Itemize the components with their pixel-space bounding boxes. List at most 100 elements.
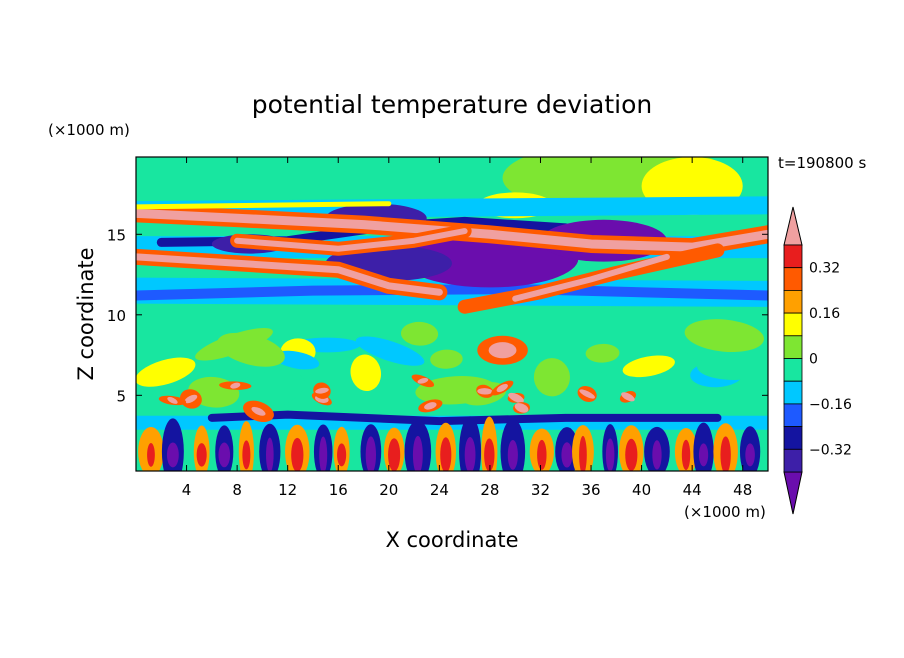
colorbar-bin — [783, 426, 803, 450]
colorbar-label: −0.16 — [809, 397, 852, 413]
colorbar-bin — [783, 380, 803, 405]
field-patch — [230, 382, 241, 389]
field-patch — [561, 442, 573, 468]
colorbar-bin — [783, 267, 803, 291]
field-patch — [698, 443, 709, 467]
colorbar-bin — [783, 335, 803, 359]
field-patch — [537, 439, 547, 470]
x-tick-label: 28 — [480, 481, 499, 499]
colorbar-label: 0.32 — [809, 261, 840, 277]
chart-title: potential temperature deviation — [252, 90, 652, 119]
field-patch — [388, 438, 401, 471]
contour-field — [136, 157, 768, 471]
field-patch — [291, 437, 304, 471]
field-band — [136, 208, 768, 252]
field-patch — [412, 435, 423, 471]
colorbar-bin — [783, 403, 803, 427]
field-patch — [585, 343, 620, 363]
colorbar-bin — [783, 448, 803, 473]
field-band — [136, 201, 392, 210]
field-patch — [605, 438, 615, 471]
colorbar-min-triangle — [783, 471, 803, 515]
field-patch — [440, 437, 452, 471]
field-patch — [579, 389, 595, 399]
field-patch — [242, 440, 251, 470]
field-patch — [315, 387, 329, 394]
field-patch — [464, 436, 476, 471]
field-patch — [430, 349, 463, 369]
field-patch — [745, 443, 755, 467]
field-band — [136, 284, 768, 301]
field-patch — [217, 332, 285, 367]
field-patch — [222, 370, 305, 414]
field-patch — [507, 440, 518, 470]
colorbar-label: −0.32 — [809, 442, 852, 458]
field-patch — [266, 437, 274, 471]
field-band — [136, 196, 768, 220]
x-tick-label: 4 — [182, 481, 192, 499]
field-patch — [720, 436, 731, 471]
colorbar-bin — [783, 312, 803, 337]
x-unit-label: (×1000 m) — [684, 503, 766, 521]
field-patch — [355, 336, 425, 366]
colorbar-label: 0.16 — [809, 306, 840, 322]
x-tick-label: 20 — [379, 481, 398, 499]
x-tick-label: 12 — [278, 481, 297, 499]
field-patch — [400, 321, 439, 346]
field-patch — [477, 388, 493, 395]
x-tick-label: 40 — [632, 481, 651, 499]
field-patch — [337, 443, 347, 467]
field-patch — [684, 319, 764, 353]
y-axis: 5 10 15 — [107, 226, 768, 405]
field-band — [136, 253, 443, 296]
y-tick-label: 5 — [116, 387, 126, 405]
field-patch — [496, 383, 508, 393]
colorbar-bin — [783, 358, 803, 382]
field-patch — [484, 438, 495, 471]
field-patch — [147, 442, 155, 467]
x-tick-label: 8 — [232, 481, 242, 499]
field-patch — [579, 435, 587, 471]
field-patch — [273, 350, 320, 370]
field-patch — [365, 436, 377, 471]
x-tick-label: 24 — [430, 481, 449, 499]
x-axis: 4 8 12 16 20 24 28 32 36 40 44 48 — [182, 157, 752, 499]
field-patch — [652, 440, 662, 470]
field-patch — [697, 351, 768, 380]
field-patch — [196, 443, 207, 467]
field-patch — [218, 442, 231, 468]
field-band — [234, 228, 468, 252]
field-patch — [681, 439, 691, 471]
field-patch — [251, 406, 266, 416]
field-patch — [508, 392, 524, 403]
field-patch — [184, 394, 198, 404]
plot-frame — [135, 156, 769, 472]
field-patch — [350, 354, 382, 392]
field-patch — [488, 342, 517, 359]
colorbar-bin — [783, 289, 803, 314]
y-tick-label: 15 — [107, 226, 126, 244]
field-patch — [625, 438, 638, 471]
field-patch — [621, 392, 635, 402]
colorbar-label: 0 — [809, 352, 818, 368]
field-patch — [166, 442, 179, 468]
field-patch — [417, 377, 429, 384]
field-band — [512, 253, 670, 302]
field-patch — [319, 436, 328, 471]
y-tick-label: 10 — [107, 307, 126, 325]
colorbar: 0.32 0.16 0 −0.16 −0.32 — [783, 206, 852, 515]
field-patch — [424, 402, 437, 410]
x-tick-label: 32 — [531, 481, 550, 499]
y-unit-label: (×1000 m) — [48, 121, 130, 139]
colorbar-max-triangle — [783, 206, 803, 246]
field-patch — [136, 357, 196, 387]
field-patch — [514, 403, 529, 413]
field-patch — [533, 358, 570, 397]
time-label: t=190800 s — [778, 154, 866, 172]
x-tick-label: 36 — [581, 481, 600, 499]
y-axis-label: Z coordinate — [74, 247, 98, 380]
x-tick-label: 16 — [329, 481, 348, 499]
x-tick-label: 44 — [683, 481, 702, 499]
